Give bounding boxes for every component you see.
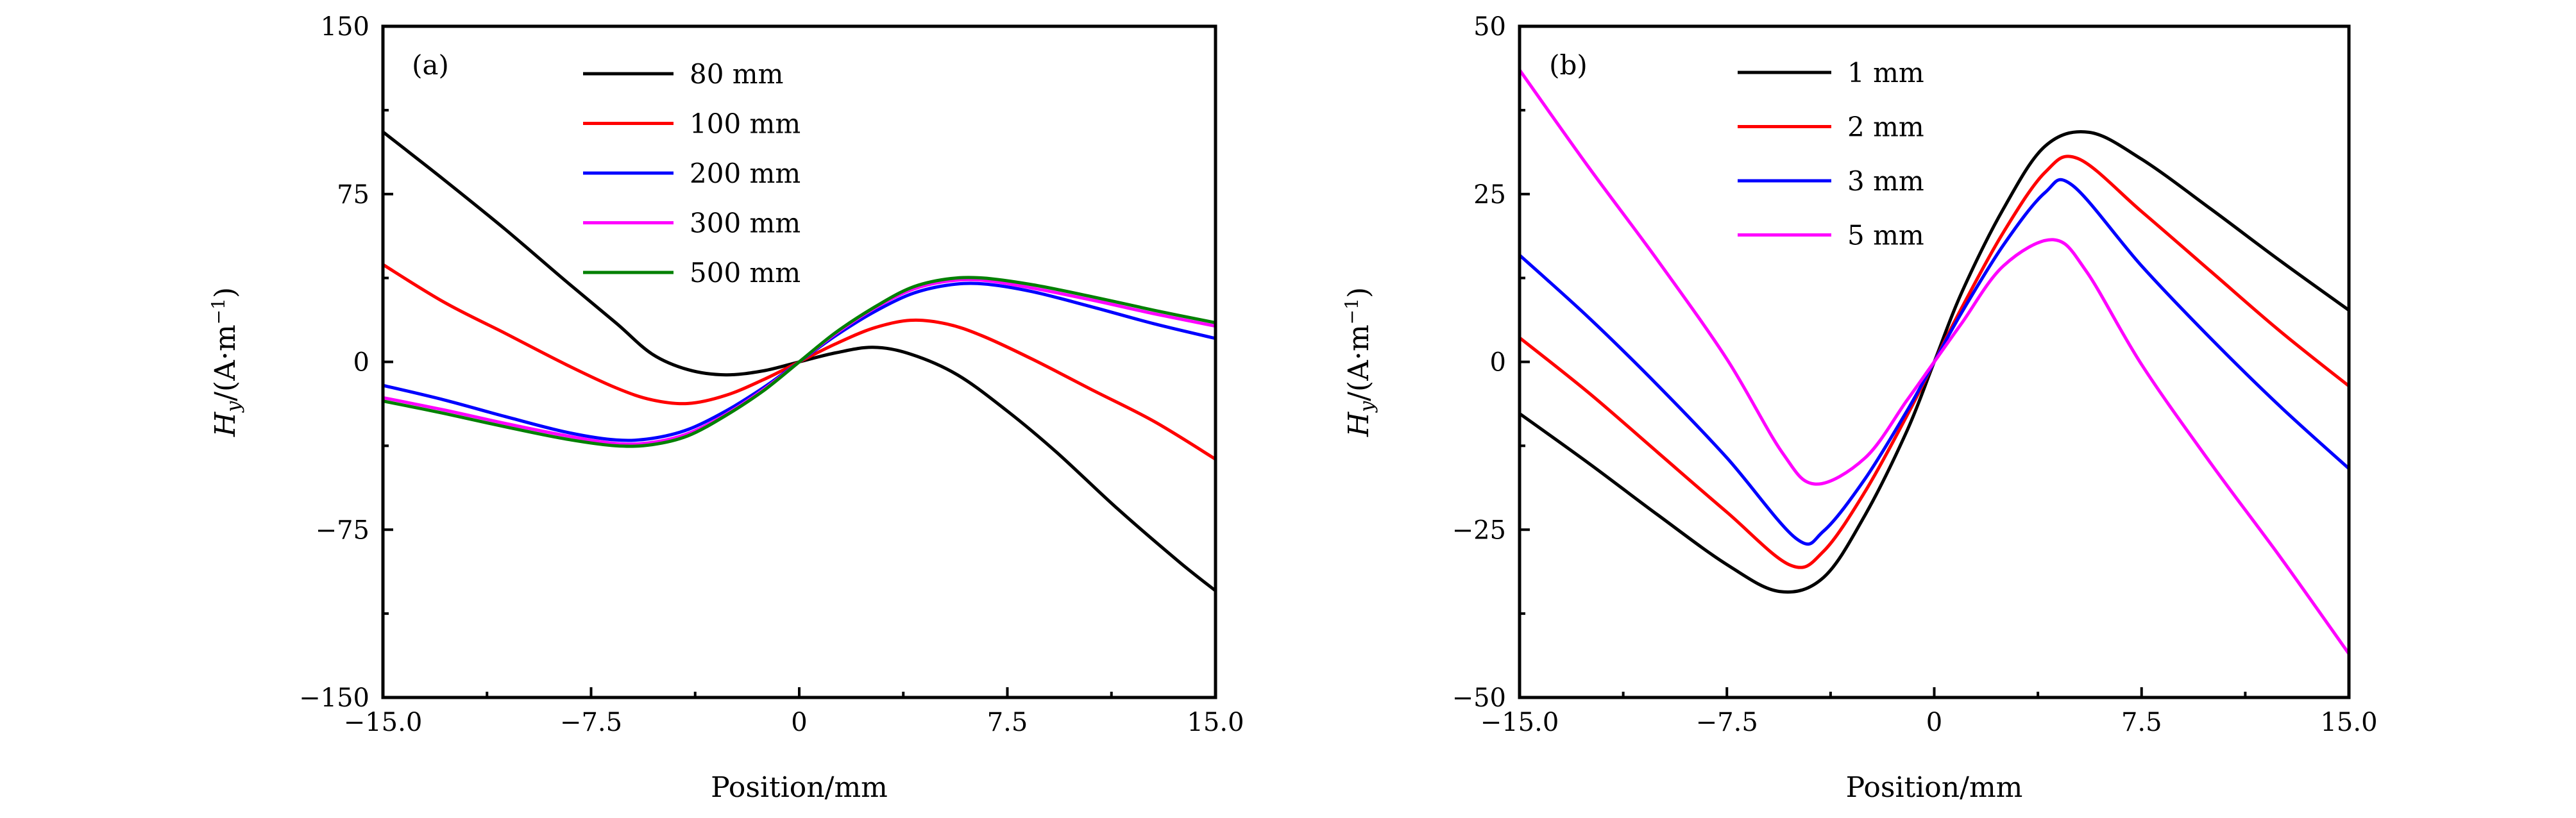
panel-b: −15.0 −7.5 0 7.5 15.0 −50 −25 0 25 50 Position/mm H… — [1341, 12, 2378, 804]
legend-label: 500 mm — [690, 257, 801, 288]
y-axis-title-subscript: y — [1356, 401, 1378, 413]
legend-label: 2 mm — [1847, 112, 1924, 143]
panel-label: (a) — [412, 49, 449, 81]
y-axis-title-subscript: y — [223, 401, 245, 413]
y-tick-label: 75 — [337, 180, 369, 210]
y-tick-label: −75 — [316, 515, 369, 545]
x-tick-label: 15.0 — [2320, 708, 2377, 737]
series-line-5-mm — [1520, 69, 2349, 655]
y-tick-label: −50 — [1452, 683, 1506, 713]
y-axis-title-close: ) — [209, 287, 242, 298]
y-tick-label: 25 — [1473, 180, 1506, 210]
y-axis-title-close: ) — [1343, 287, 1375, 298]
y-axis-title-superscript: −1 — [1341, 298, 1362, 324]
y-tick-label: 150 — [321, 12, 369, 42]
x-tick-label: −7.5 — [560, 708, 622, 737]
y-axis-title-unit: /(A·m — [1343, 324, 1375, 401]
panel-label: (b) — [1549, 49, 1588, 81]
y-axis-title-symbol: H — [1343, 411, 1375, 437]
legend-label: 5 mm — [1847, 220, 1924, 251]
x-tick-label: −15.0 — [344, 708, 423, 737]
y-tick-label: 0 — [353, 348, 369, 378]
y-tick-label: 0 — [1490, 348, 1506, 378]
x-axis-title: Position/mm — [711, 771, 888, 804]
panel-a: −15.0 −7.5 0 7.5 15.0 −150 −75 0 75 150 Position/m… — [208, 12, 1244, 804]
x-tick-label: 7.5 — [987, 708, 1028, 737]
y-axis-title-symbol: H — [209, 411, 242, 437]
legend-label: 100 mm — [690, 108, 801, 140]
x-tick-label: 15.0 — [1187, 708, 1244, 737]
x-tick-label: −7.5 — [1696, 708, 1758, 737]
series-line-500-mm — [383, 276, 1216, 448]
y-axis-title: Hy/(A·m−1) — [208, 287, 245, 437]
legend-label: 3 mm — [1847, 165, 1924, 197]
x-tick-label: −15.0 — [1480, 708, 1559, 737]
y-axis-title-unit: /(A·m — [209, 324, 242, 401]
y-tick-label: 50 — [1473, 12, 1506, 42]
y-axis-title-superscript: −1 — [208, 298, 229, 324]
legend-label: 1 mm — [1847, 57, 1924, 88]
legend-label: 80 mm — [690, 58, 783, 90]
y-axis-title: Hy/(A·m−1) — [1341, 287, 1378, 437]
x-tick-label: 0 — [1926, 708, 1942, 737]
y-tick-label: −150 — [299, 683, 369, 713]
x-tick-label: 7.5 — [2121, 708, 2162, 737]
legend-label: 200 mm — [690, 158, 801, 189]
y-tick-label: −25 — [1452, 515, 1506, 545]
x-axis-title: Position/mm — [1846, 771, 2023, 804]
legend-label: 300 mm — [690, 208, 801, 239]
x-tick-label: 0 — [791, 708, 807, 737]
